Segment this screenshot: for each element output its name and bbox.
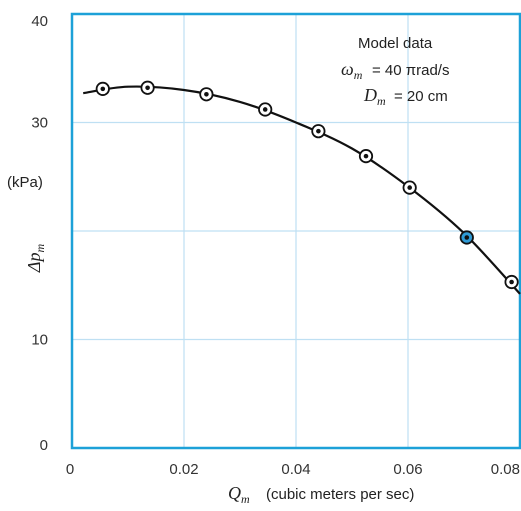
- annotation-omega-subscript: m: [354, 68, 363, 82]
- data-point: [504, 274, 519, 290]
- y-ticks: 0 10 30 40: [31, 13, 48, 454]
- data-point: [258, 102, 273, 117]
- data-point-dot: [464, 235, 470, 240]
- annotation-diameter-text: = 20 cm: [394, 88, 448, 105]
- svg-text:Qm: Qm: [228, 483, 250, 506]
- y-tick-label: 10: [31, 332, 48, 349]
- x-tick-label: 0.02: [169, 461, 198, 478]
- y-tick-label: 0: [40, 437, 48, 454]
- data-point-dot: [204, 91, 209, 97]
- data-point-dot: [363, 153, 369, 159]
- data-points: [95, 80, 519, 290]
- data-point: [140, 80, 155, 95]
- x-tick-label: 0: [66, 461, 74, 478]
- annotation-diameter-symbol: D: [363, 85, 377, 105]
- y-axis-subscript: m: [33, 244, 47, 253]
- x-tick-label: 0.08: [491, 461, 520, 478]
- y-tick-label: 40: [31, 13, 48, 30]
- y-axis-symbol: Δp: [24, 253, 44, 274]
- data-point-dot: [509, 279, 514, 285]
- x-ticks: 0 0.02 0.04 0.06 0.08: [66, 461, 520, 478]
- x-tick-label: 0.04: [281, 461, 310, 478]
- x-axis-subscript: m: [241, 492, 250, 506]
- data-point-dot: [316, 128, 321, 134]
- data-point: [95, 81, 110, 96]
- data-point: [402, 180, 417, 195]
- annotation-diameter-subscript: m: [377, 94, 386, 108]
- plot-frame: [70, 12, 521, 450]
- x-axis-text: (cubic meters per sec): [266, 486, 414, 503]
- data-point-dot: [100, 86, 106, 92]
- y-axis-label: Δpm: [24, 244, 47, 274]
- annotation-omega-symbol: ω: [341, 59, 354, 79]
- x-tick-label: 0.06: [393, 461, 422, 478]
- data-point: [358, 149, 374, 164]
- data-point: [311, 124, 326, 139]
- data-point-dot: [262, 107, 268, 112]
- svg-text:ωm: ωm: [341, 59, 363, 82]
- data-point: [459, 230, 474, 245]
- svg-text:Δpm: Δpm: [24, 244, 47, 274]
- data-point: [199, 87, 214, 102]
- annotation-box: Model data ωm = 40 πrad/s Dm = 20 cm: [341, 35, 449, 108]
- x-axis-symbol: Q: [228, 483, 241, 503]
- annotation-title: Model data: [358, 35, 433, 52]
- y-tick-label: 30: [31, 115, 48, 132]
- annotation-omega-text: = 40 πrad/s: [372, 62, 449, 79]
- fitted-curve: [83, 85, 521, 295]
- data-point-dot: [407, 185, 412, 190]
- data-point-dot: [145, 85, 150, 91]
- x-axis-label: Qm (cubic meters per sec): [228, 483, 414, 506]
- grid: [72, 14, 520, 448]
- y-axis-unit: (kPa): [7, 174, 43, 191]
- svg-text:Dm: Dm: [363, 85, 386, 108]
